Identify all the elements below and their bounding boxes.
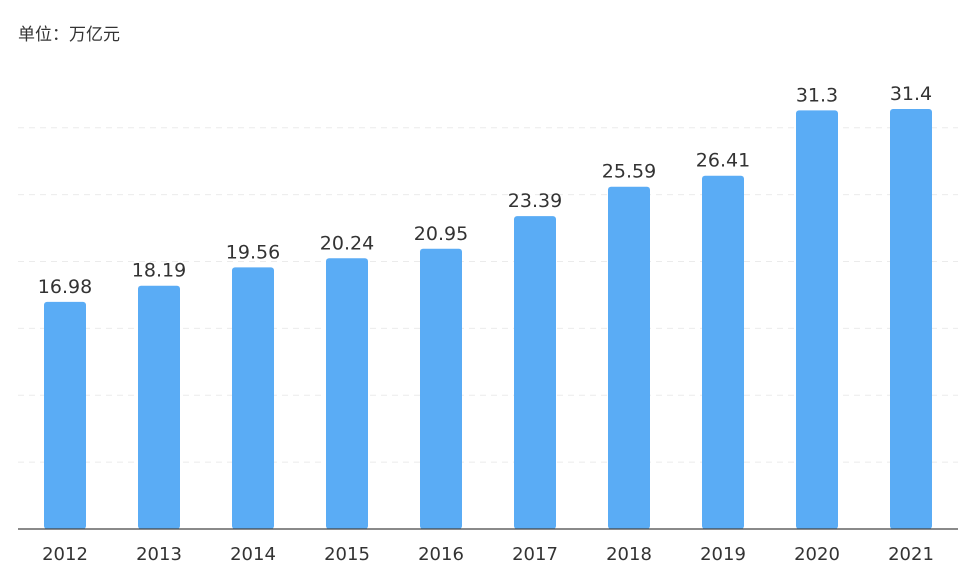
data-label: 31.4 (890, 83, 932, 105)
data-label: 18.19 (132, 260, 186, 282)
bar (702, 175, 744, 529)
x-tick-label: 2016 (418, 544, 464, 565)
x-tick-label: 2014 (230, 544, 276, 565)
bar (138, 285, 180, 529)
unit-label: 单位：万亿元 (18, 25, 120, 45)
data-label: 20.24 (320, 232, 374, 254)
bar (44, 301, 86, 529)
x-tick-label: 2021 (888, 544, 934, 565)
bar (232, 267, 274, 529)
data-label: 20.95 (414, 223, 468, 245)
data-label: 16.98 (38, 276, 92, 298)
x-tick-label: 2013 (136, 544, 182, 565)
data-label: 31.3 (796, 84, 838, 106)
x-tick-label: 2020 (794, 544, 840, 565)
bar (608, 186, 650, 529)
data-label: 26.41 (696, 150, 750, 172)
data-label: 23.39 (508, 190, 562, 212)
bar (890, 109, 932, 529)
x-tick-label: 2012 (42, 544, 88, 565)
x-tick-label: 2015 (324, 544, 370, 565)
bar (326, 258, 368, 529)
data-label: 19.56 (226, 241, 280, 263)
x-tick-label: 2018 (606, 544, 652, 565)
bar (420, 248, 462, 529)
data-label: 25.59 (602, 161, 656, 183)
bar (796, 110, 838, 529)
x-tick-label: 2017 (512, 544, 558, 565)
bar (514, 216, 556, 529)
x-tick-label: 2019 (700, 544, 746, 565)
